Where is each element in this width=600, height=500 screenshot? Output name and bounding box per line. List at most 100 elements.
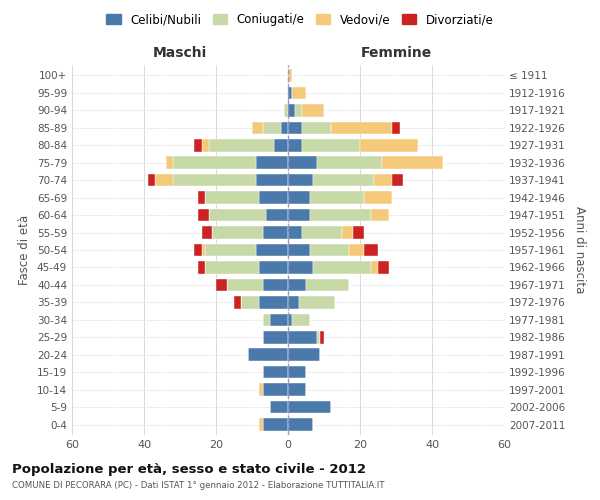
Bar xyxy=(374,174,392,186)
Bar xyxy=(256,156,288,169)
Bar xyxy=(288,139,302,151)
Bar xyxy=(198,261,205,274)
Bar xyxy=(198,192,205,204)
Bar xyxy=(263,226,288,239)
Bar xyxy=(173,156,256,169)
Bar xyxy=(270,314,288,326)
Bar xyxy=(288,314,292,326)
Bar xyxy=(281,122,288,134)
Y-axis label: Anni di nascita: Anni di nascita xyxy=(572,206,586,294)
Bar xyxy=(212,226,263,239)
Bar xyxy=(274,139,288,151)
Bar xyxy=(263,122,281,134)
Bar xyxy=(270,401,288,413)
Bar xyxy=(317,156,382,169)
Text: COMUNE DI PECORARA (PC) - Dati ISTAT 1° gennaio 2012 - Elaborazione TUTTITALIA.I: COMUNE DI PECORARA (PC) - Dati ISTAT 1° … xyxy=(12,481,385,490)
Bar xyxy=(155,174,173,186)
Bar xyxy=(288,122,302,134)
Bar xyxy=(198,209,209,222)
Bar xyxy=(342,226,353,239)
Bar xyxy=(209,209,266,222)
Bar xyxy=(295,104,302,117)
Bar xyxy=(392,174,403,186)
Bar xyxy=(256,244,288,256)
Bar xyxy=(227,278,263,291)
Bar xyxy=(263,278,288,291)
Bar xyxy=(360,139,418,151)
Bar xyxy=(288,174,313,186)
Bar xyxy=(148,174,155,186)
Bar xyxy=(288,226,302,239)
Text: Maschi: Maschi xyxy=(153,46,207,60)
Bar xyxy=(259,261,288,274)
Bar xyxy=(288,209,310,222)
Bar xyxy=(263,331,288,344)
Bar xyxy=(292,314,310,326)
Y-axis label: Fasce di età: Fasce di età xyxy=(19,215,31,285)
Bar xyxy=(259,384,263,396)
Bar xyxy=(288,366,306,378)
Bar xyxy=(263,418,288,431)
Bar xyxy=(302,104,324,117)
Bar xyxy=(209,139,274,151)
Bar xyxy=(317,331,320,344)
Bar xyxy=(353,226,364,239)
Bar xyxy=(331,122,392,134)
Bar xyxy=(292,86,306,99)
Bar xyxy=(320,331,324,344)
Bar xyxy=(173,174,256,186)
Bar xyxy=(248,348,288,361)
Bar xyxy=(302,122,331,134)
Bar xyxy=(302,139,360,151)
Bar xyxy=(288,244,310,256)
Bar xyxy=(310,244,349,256)
Bar xyxy=(263,384,288,396)
Bar xyxy=(378,261,389,274)
Bar xyxy=(202,226,212,239)
Bar xyxy=(205,192,259,204)
Bar xyxy=(288,331,317,344)
Bar xyxy=(216,278,227,291)
Bar xyxy=(202,139,209,151)
Bar xyxy=(288,418,313,431)
Bar xyxy=(349,244,364,256)
Bar xyxy=(288,192,310,204)
Bar xyxy=(259,296,288,308)
Legend: Celibi/Nubili, Coniugati/e, Vedovi/e, Divorziati/e: Celibi/Nubili, Coniugati/e, Vedovi/e, Di… xyxy=(101,8,499,31)
Bar xyxy=(288,86,292,99)
Text: Femmine: Femmine xyxy=(361,46,431,60)
Bar xyxy=(252,122,263,134)
Bar xyxy=(288,69,292,82)
Text: Popolazione per età, sesso e stato civile - 2012: Popolazione per età, sesso e stato civil… xyxy=(12,462,366,475)
Bar xyxy=(299,296,335,308)
Bar xyxy=(263,314,270,326)
Bar xyxy=(166,156,173,169)
Bar xyxy=(364,244,378,256)
Bar xyxy=(263,366,288,378)
Bar xyxy=(364,192,392,204)
Bar xyxy=(288,401,331,413)
Bar xyxy=(194,244,202,256)
Bar xyxy=(259,192,288,204)
Bar xyxy=(288,348,320,361)
Bar xyxy=(194,139,202,151)
Bar xyxy=(382,156,443,169)
Bar xyxy=(392,122,400,134)
Bar xyxy=(288,384,306,396)
Bar xyxy=(288,261,313,274)
Bar xyxy=(288,278,306,291)
Bar xyxy=(310,209,371,222)
Bar xyxy=(259,418,263,431)
Bar xyxy=(288,296,299,308)
Bar xyxy=(371,261,378,274)
Bar xyxy=(313,261,371,274)
Bar xyxy=(371,209,389,222)
Bar xyxy=(288,156,317,169)
Bar xyxy=(284,104,288,117)
Bar xyxy=(234,296,241,308)
Bar xyxy=(256,174,288,186)
Bar xyxy=(310,192,364,204)
Bar xyxy=(266,209,288,222)
Bar xyxy=(205,261,259,274)
Bar xyxy=(313,174,374,186)
